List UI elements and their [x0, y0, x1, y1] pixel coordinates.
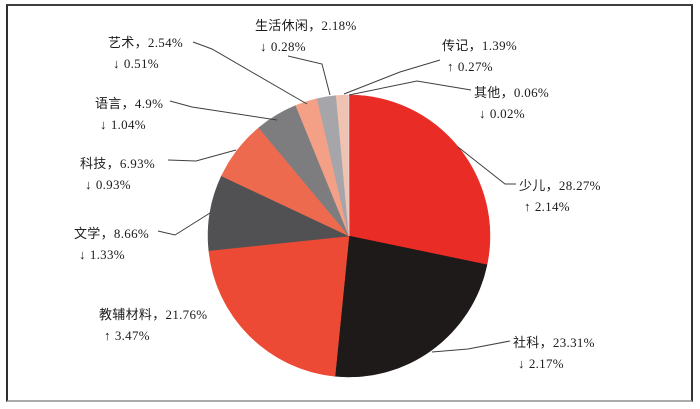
slice-change: ↓ 0.28% [260, 39, 306, 54]
pie-slice-3 [208, 235, 350, 377]
slice-label-jiaofu: 教辅材料，21.76% ↑ 3.47% [99, 304, 207, 346]
slice-change: ↑ 0.27% [447, 59, 493, 74]
slice-name-value: 教辅材料，21.76% [99, 307, 208, 322]
slice-label-sheke: 社科，23.31% ↓ 2.17% [513, 332, 595, 374]
slice-change: ↓ 1.04% [100, 117, 146, 132]
leader-line-10 [348, 80, 472, 96]
down-arrow-icon: ↓ [479, 106, 486, 121]
slice-name-value: 社科，23.31% [513, 335, 595, 350]
slice-change: ↓ 0.02% [479, 106, 525, 121]
slice-name-value: 艺术，2.54% [108, 35, 184, 50]
leader-line-5 [167, 149, 237, 162]
slice-name-value: 文学，8.66% [74, 226, 150, 241]
slice-change: ↓ 2.17% [518, 356, 564, 371]
down-arrow-icon: ↓ [100, 117, 107, 132]
slice-name-value: 语言，4.9% [95, 96, 164, 111]
down-arrow-icon: ↓ [79, 247, 86, 262]
slice-change: ↑ 2.14% [524, 199, 570, 214]
pie-slice-1 [348, 94, 491, 266]
up-arrow-icon: ↑ [447, 59, 454, 74]
down-arrow-icon: ↓ [85, 177, 92, 192]
slice-name-value: 少儿，28.27% [519, 178, 601, 193]
leader-line-7 [192, 41, 308, 105]
slice-change: ↑ 3.47% [104, 328, 150, 343]
down-arrow-icon: ↓ [260, 39, 267, 54]
slice-name-value: 生活休闲，2.18% [255, 18, 357, 33]
slice-change: ↓ 1.33% [79, 247, 125, 262]
slice-name-value: 传记，1.39% [442, 38, 518, 53]
down-arrow-icon: ↓ [113, 56, 120, 71]
up-arrow-icon: ↑ [524, 199, 531, 214]
up-arrow-icon: ↑ [104, 328, 111, 343]
pie-slice-2 [334, 235, 488, 378]
leader-line-6 [169, 100, 278, 121]
leader-line-8 [287, 55, 331, 96]
pie-slice-10 [348, 94, 350, 237]
slice-change: ↓ 0.93% [85, 177, 131, 192]
leader-line-9 [343, 59, 441, 95]
slice-label-qita: 其他，0.06% ↓ 0.02% [474, 82, 549, 124]
leader-line-2 [431, 340, 511, 353]
slice-label-yuyan: 语言，4.9% ↓ 1.04% [95, 93, 163, 135]
leader-line-1 [457, 146, 516, 185]
slice-name-value: 科技，6.93% [80, 156, 156, 171]
down-arrow-icon: ↓ [518, 356, 525, 371]
slice-name-value: 其他，0.06% [474, 85, 550, 100]
slice-label-yishu: 艺术，2.54% ↓ 0.51% [108, 32, 183, 74]
slice-label-wenxue: 文学，8.66% ↓ 1.33% [74, 223, 149, 265]
slice-label-shaoer: 少儿，28.27% ↑ 2.14% [519, 175, 601, 217]
slice-label-keji: 科技，6.93% ↓ 0.93% [80, 153, 155, 195]
slice-label-zhuanji: 传记，1.39% ↑ 0.27% [442, 35, 517, 77]
leader-line-4 [157, 212, 211, 236]
slice-change: ↓ 0.51% [113, 56, 159, 71]
slice-label-shenghuoxiuxian: 生活休闲，2.18% ↓ 0.28% [255, 15, 357, 57]
